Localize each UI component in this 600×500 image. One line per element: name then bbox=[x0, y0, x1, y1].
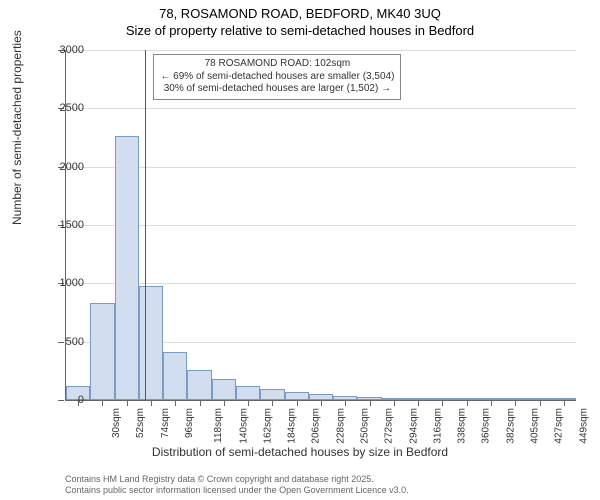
x-tick bbox=[224, 400, 225, 406]
footer-line2: Contains public sector information licen… bbox=[65, 485, 409, 496]
x-tick bbox=[540, 400, 541, 406]
x-tick bbox=[345, 400, 346, 406]
gridline bbox=[66, 167, 576, 168]
x-tick bbox=[491, 400, 492, 406]
x-tick bbox=[297, 400, 298, 406]
y-tick-label: 1500 bbox=[60, 219, 84, 231]
annotation-line: ← 69% of semi-detached houses are smalle… bbox=[160, 71, 394, 84]
x-tick-label: 316sqm bbox=[432, 408, 443, 444]
annotation-line: 78 ROSAMOND ROAD: 102sqm bbox=[160, 58, 394, 71]
y-axis-label: Number of semi-detached properties bbox=[10, 30, 24, 225]
y-tick-label: 500 bbox=[66, 336, 84, 348]
y-tick-label: 1000 bbox=[60, 277, 84, 289]
x-tick bbox=[102, 400, 103, 406]
x-tick bbox=[442, 400, 443, 406]
histogram-bar bbox=[90, 303, 114, 400]
footer-line1: Contains HM Land Registry data © Crown c… bbox=[65, 474, 409, 485]
x-tick bbox=[418, 400, 419, 406]
x-tick bbox=[564, 400, 565, 406]
gridline bbox=[66, 50, 576, 51]
x-tick-label: 184sqm bbox=[287, 408, 298, 444]
x-tick-label: 74sqm bbox=[160, 408, 171, 438]
y-tick-label: 0 bbox=[78, 394, 84, 406]
annotation-box: 78 ROSAMOND ROAD: 102sqm← 69% of semi-de… bbox=[153, 54, 401, 100]
histogram-bar bbox=[285, 392, 309, 400]
gridline bbox=[66, 225, 576, 226]
x-tick bbox=[394, 400, 395, 406]
x-tick-label: 96sqm bbox=[184, 408, 195, 438]
x-tick-label: 382sqm bbox=[505, 408, 516, 444]
x-tick-label: 118sqm bbox=[213, 408, 224, 443]
x-tick bbox=[127, 400, 128, 406]
y-tick bbox=[58, 342, 64, 343]
x-tick bbox=[515, 400, 516, 406]
x-tick-label: 427sqm bbox=[554, 408, 565, 444]
x-tick bbox=[200, 400, 201, 406]
histogram-bar bbox=[187, 370, 211, 400]
x-tick bbox=[272, 400, 273, 406]
x-tick bbox=[370, 400, 371, 406]
histogram-bar bbox=[163, 352, 187, 400]
histogram-bar bbox=[139, 286, 163, 400]
x-tick-label: 228sqm bbox=[335, 408, 346, 444]
gridline bbox=[66, 283, 576, 284]
x-tick-label: 140sqm bbox=[238, 408, 249, 444]
plot-area: 78 ROSAMOND ROAD: 102sqm← 69% of semi-de… bbox=[65, 50, 576, 401]
x-tick-label: 272sqm bbox=[384, 408, 395, 444]
x-tick bbox=[175, 400, 176, 406]
chart-title-main: 78, ROSAMOND ROAD, BEDFORD, MK40 3UQ bbox=[0, 0, 600, 21]
x-tick-label: 405sqm bbox=[530, 408, 541, 444]
histogram-bar bbox=[212, 379, 236, 400]
x-tick-label: 449sqm bbox=[578, 408, 589, 444]
x-tick-label: 294sqm bbox=[408, 408, 419, 444]
reference-line bbox=[145, 50, 146, 400]
x-tick-label: 360sqm bbox=[481, 408, 492, 444]
y-tick-label: 2000 bbox=[60, 161, 84, 173]
annotation-line: 30% of semi-detached houses are larger (… bbox=[160, 83, 394, 96]
x-tick-label: 30sqm bbox=[111, 408, 122, 438]
y-tick-label: 3000 bbox=[60, 44, 84, 56]
histogram-bar bbox=[236, 386, 260, 400]
histogram-bar bbox=[115, 136, 139, 400]
histogram-bar bbox=[260, 389, 284, 400]
x-tick-label: 162sqm bbox=[262, 408, 273, 444]
x-tick bbox=[248, 400, 249, 406]
x-tick-label: 338sqm bbox=[457, 408, 468, 444]
chart-title-sub: Size of property relative to semi-detach… bbox=[0, 21, 600, 38]
x-tick bbox=[467, 400, 468, 406]
gridline bbox=[66, 108, 576, 109]
x-tick-label: 52sqm bbox=[135, 408, 146, 438]
y-tick bbox=[58, 400, 64, 401]
x-tick bbox=[321, 400, 322, 406]
chart-container: 78, ROSAMOND ROAD, BEDFORD, MK40 3UQ Siz… bbox=[0, 0, 600, 500]
x-axis-label: Distribution of semi-detached houses by … bbox=[0, 445, 600, 459]
y-tick-label: 2500 bbox=[60, 102, 84, 114]
x-tick-label: 250sqm bbox=[360, 408, 371, 444]
x-tick-label: 206sqm bbox=[311, 408, 322, 444]
x-tick bbox=[151, 400, 152, 406]
footer-text: Contains HM Land Registry data © Crown c… bbox=[65, 474, 409, 496]
